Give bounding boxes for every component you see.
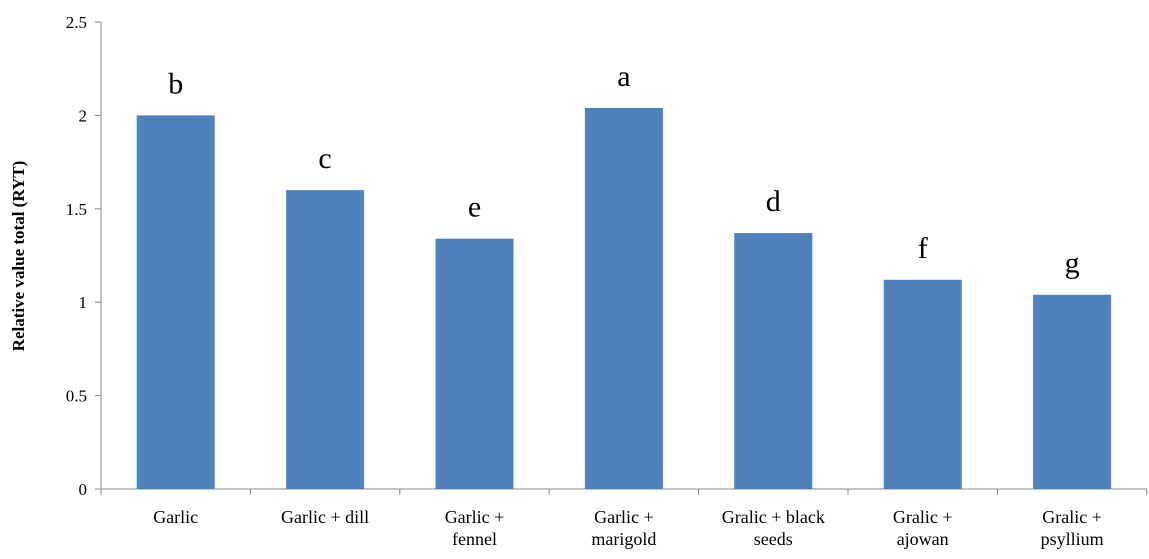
significance-letter: g [1065, 247, 1080, 280]
bar [883, 279, 962, 489]
bar [1033, 294, 1112, 489]
bar [136, 115, 215, 490]
y-tick-label: 0 [79, 480, 88, 499]
y-tick-label: 2 [79, 106, 88, 125]
y-axis-title: Relative value total (RYT) [9, 161, 28, 352]
x-tick-label: Gralic + psyllium [1040, 507, 1104, 549]
x-tick-label: Gralic + ajowan [892, 507, 953, 549]
x-tick-label: Gralic + black seeds [721, 507, 825, 549]
significance-letter: f [918, 232, 928, 265]
significance-letter: b [168, 67, 183, 100]
y-tick-label: 1.5 [66, 200, 87, 219]
bar [584, 107, 663, 489]
x-tick-label: Garlic + marigold [591, 507, 657, 549]
significance-letter: e [468, 191, 481, 224]
bar [286, 190, 365, 489]
y-tick-label: 2.5 [66, 13, 87, 32]
significance-letter: d [766, 185, 781, 218]
x-tick-label: Garlic + dill [281, 507, 370, 527]
x-tick-label: Garlic + fennel [444, 507, 505, 549]
significance-letter: a [617, 60, 630, 93]
y-tick-label: 1 [79, 293, 88, 312]
significance-letter: c [318, 142, 331, 175]
x-tick-label: Garlic [153, 507, 199, 527]
bar [435, 238, 514, 489]
bar [734, 233, 813, 489]
y-tick-label: 0.5 [66, 387, 87, 406]
